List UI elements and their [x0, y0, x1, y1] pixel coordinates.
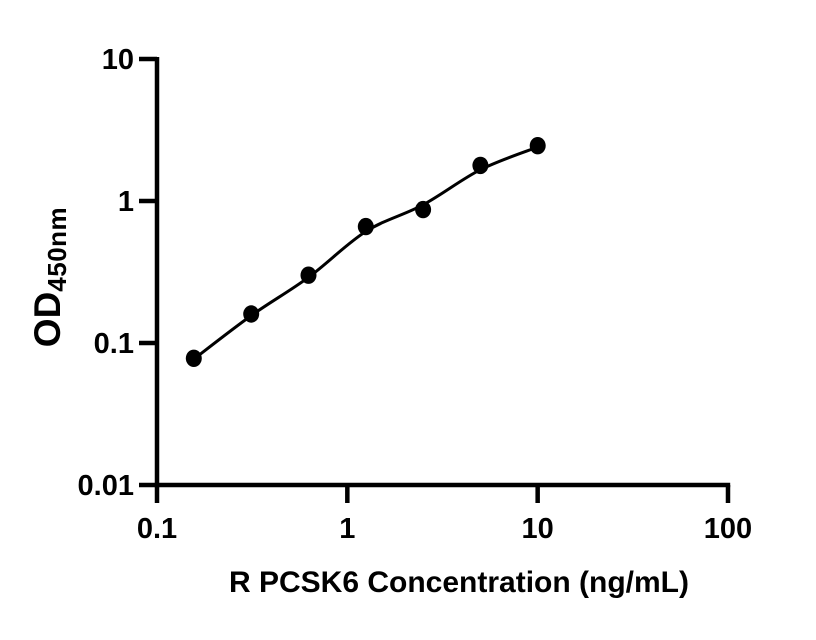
fit-curve — [192, 145, 540, 361]
x-tick-label: 1 — [339, 513, 355, 545]
data-point — [529, 137, 546, 155]
data-point — [415, 200, 432, 219]
data-point — [185, 349, 202, 367]
y-tick-label: 0.01 — [78, 470, 134, 502]
y-tick-label: 0.1 — [94, 328, 134, 360]
data-point — [243, 305, 260, 323]
y-axis-title-main: OD — [27, 291, 68, 348]
x-tick-label: 10 — [522, 513, 554, 545]
x-tick-label: 100 — [704, 513, 752, 545]
y-axis-title-subscript: 450nm — [42, 206, 72, 292]
y-tick-label: 10 — [102, 44, 134, 76]
x-axis-title: R PCSK6 Concentration (ng/mL) — [228, 566, 689, 599]
data-point — [472, 156, 489, 175]
y-axis-title: OD450nm — [26, 127, 72, 427]
data-point — [357, 217, 374, 236]
x-tick-label: 0.1 — [137, 513, 177, 545]
data-point — [300, 266, 317, 284]
y-tick-label: 1 — [118, 186, 134, 218]
